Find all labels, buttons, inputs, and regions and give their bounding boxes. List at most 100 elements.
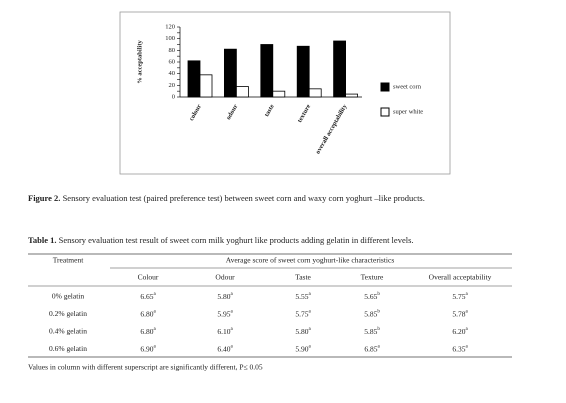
- y-tick-label: 40: [169, 70, 176, 77]
- cell-value: 6.90: [140, 344, 153, 353]
- legend-label: sweet corn: [393, 83, 422, 90]
- cell-superscript: a: [153, 345, 156, 350]
- cell-value: 5.78: [452, 309, 465, 318]
- cell-superscript: a: [153, 327, 156, 332]
- bar: [199, 74, 213, 98]
- table-cell: 5.95a: [217, 309, 233, 318]
- bar: [187, 60, 201, 98]
- table-cell: 5.55a: [295, 292, 311, 301]
- table-cell: 6.40a: [217, 344, 233, 353]
- x-tick-label: texture: [296, 103, 312, 124]
- table-cell: 5.85b: [364, 309, 380, 318]
- figure-frame: [119, 11, 451, 175]
- cell-value: 6.85: [364, 344, 377, 353]
- table-caption: Table 1. Sensory evaluation test result …: [28, 235, 414, 245]
- row-label: 0.6% gelatin: [49, 344, 87, 353]
- cell-superscript: a: [230, 345, 233, 350]
- table-cell: 6.65a: [140, 292, 156, 301]
- bar: [223, 48, 237, 98]
- table-cell: 5.75a: [295, 309, 311, 318]
- column-header: Texture: [361, 273, 384, 282]
- table-footnote: Values in column with different superscr…: [28, 363, 263, 372]
- legend-swatch: [380, 107, 390, 117]
- cell-value: 6.80: [140, 309, 153, 318]
- table-cell: 6.35a: [452, 344, 468, 353]
- x-tick-label: taste: [263, 103, 276, 118]
- cell-value: 5.75: [452, 292, 465, 301]
- table-label: Table 1.: [28, 235, 57, 245]
- table-cell: 5.90a: [295, 344, 311, 353]
- column-header: Taste: [295, 273, 311, 282]
- cell-value: 5.65: [364, 292, 377, 301]
- cell-superscript: a: [230, 327, 233, 332]
- cell-value: 5.55: [295, 292, 308, 301]
- bar: [333, 40, 347, 98]
- y-tick-label: 120: [165, 23, 175, 30]
- table-cell: 5.65b: [364, 292, 380, 301]
- column-header: Odour: [215, 273, 235, 282]
- table-cell: 5.78a: [452, 309, 468, 318]
- cell-superscript: b: [377, 292, 380, 297]
- cell-value: 6.10: [217, 327, 230, 336]
- bar: [235, 86, 249, 98]
- bar: [308, 88, 322, 98]
- row-label: 0% gelatin: [52, 292, 85, 301]
- cell-superscript: a: [465, 310, 468, 315]
- cell-superscript: a: [308, 345, 311, 350]
- table-cell: 6.20a: [452, 327, 468, 336]
- table-cell: 5.80a: [217, 292, 233, 301]
- y-tick-label: 60: [169, 58, 176, 65]
- cell-value: 6.40: [217, 344, 230, 353]
- figure-label: Figure 2.: [28, 193, 60, 203]
- cell-value: 6.20: [452, 327, 465, 336]
- table-cell: 5.75a: [452, 292, 468, 301]
- cell-superscript: a: [308, 310, 311, 315]
- cell-value: 5.90: [295, 344, 308, 353]
- cell-value: 5.95: [217, 309, 230, 318]
- table-header: Average score of sweet corn yoghurt-like…: [226, 256, 395, 265]
- x-tick-label: odour: [225, 103, 239, 121]
- table-cell: 6.85a: [364, 344, 380, 353]
- row-label: 0.4% gelatin: [49, 327, 87, 336]
- bar: [345, 93, 359, 98]
- cell-value: 6.65: [140, 292, 153, 301]
- cell-superscript: a: [308, 327, 311, 332]
- cell-value: 6.80: [140, 327, 153, 336]
- x-tick-label: colour: [188, 103, 203, 122]
- legend-swatch: [380, 82, 390, 92]
- table-cell: 6.80a: [140, 327, 156, 336]
- cell-superscript: b: [377, 327, 380, 332]
- column-header: Colour: [138, 273, 159, 282]
- cell-value: 5.85: [364, 309, 377, 318]
- bar: [296, 45, 310, 98]
- cell-superscript: a: [230, 310, 233, 315]
- y-tick-label: 100: [165, 35, 175, 42]
- y-axis-label: % acceptability: [136, 40, 143, 84]
- cell-superscript: a: [153, 292, 156, 297]
- cell-superscript: b: [377, 310, 380, 315]
- bar: [260, 44, 274, 98]
- legend-label: super white: [393, 108, 423, 115]
- table-cell: 6.80a: [140, 309, 156, 318]
- cell-superscript: a: [153, 310, 156, 315]
- table-cell: 6.10a: [217, 327, 233, 336]
- bar: [272, 90, 286, 98]
- cell-value: 5.75: [295, 309, 308, 318]
- cell-superscript: a: [308, 292, 311, 297]
- figure-text: Sensory evaluation test (paired preferen…: [60, 193, 424, 203]
- cell-superscript: a: [465, 292, 468, 297]
- cell-value: 6.35: [452, 344, 465, 353]
- cell-value: 5.85: [364, 327, 377, 336]
- row-label: 0.2% gelatin: [49, 309, 87, 318]
- table-text: Sensory evaluation test result of sweet …: [57, 235, 414, 245]
- y-tick-label: 0: [172, 93, 175, 100]
- cell-superscript: a: [377, 345, 380, 350]
- table-header: Treatment: [53, 256, 84, 265]
- table-cell: 5.80a: [295, 327, 311, 336]
- cell-value: 5.80: [295, 327, 308, 336]
- table-cell: 6.90a: [140, 344, 156, 353]
- column-header: Overall acceptability: [429, 273, 492, 282]
- figure-caption: Figure 2. Sensory evaluation test (paire…: [28, 193, 425, 203]
- cell-superscript: a: [230, 292, 233, 297]
